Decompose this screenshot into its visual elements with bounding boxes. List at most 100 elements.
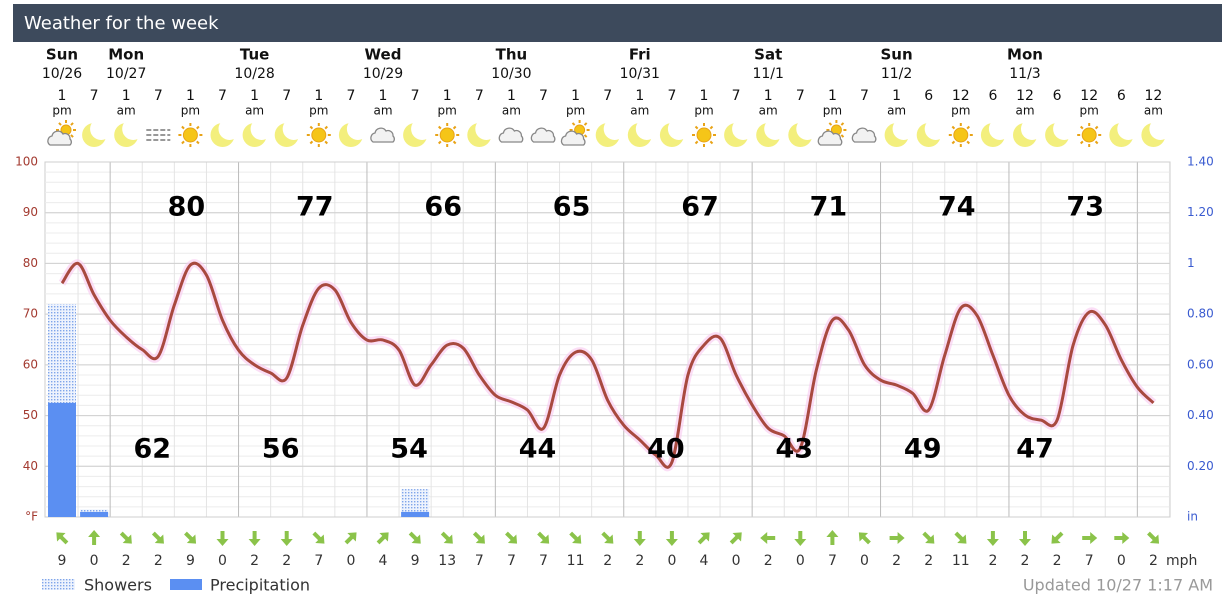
weather-icon — [178, 123, 203, 147]
sun-disc — [182, 127, 198, 143]
low-label: 54 — [390, 434, 428, 465]
moon-shadow — [988, 118, 1011, 140]
wind-arrow — [248, 531, 261, 546]
hour-label: 7 — [218, 88, 227, 104]
hour-label: 7 — [346, 88, 355, 104]
moon-shadow — [1149, 118, 1172, 140]
y-tick-label: 70 — [23, 307, 38, 321]
moon-shadow — [1021, 118, 1043, 140]
period-label: pm — [951, 104, 970, 118]
legend-swatch — [42, 579, 75, 590]
weather-icon — [498, 127, 524, 143]
hour-label: 1 — [635, 88, 644, 104]
hour-label: 1 — [443, 88, 452, 104]
weather-icon — [851, 127, 877, 143]
sun-disc — [439, 127, 455, 143]
wind-speed: 7 — [539, 553, 548, 569]
day-name: Sun — [881, 46, 913, 64]
period-label: am — [630, 104, 649, 118]
moon-shadow — [475, 118, 498, 140]
wind-arrow — [505, 531, 518, 544]
low-label: 44 — [519, 434, 557, 465]
weather-icon — [114, 118, 145, 147]
weather-icon — [817, 120, 847, 146]
moon-shadow — [796, 118, 819, 140]
y2-tick-label: 1 — [1187, 256, 1195, 270]
weather-icon — [1141, 118, 1172, 147]
day-name: Mon — [108, 46, 144, 64]
cloud-shape — [498, 127, 524, 143]
hour-label: 7 — [667, 88, 676, 104]
wind-speed: 7 — [507, 553, 516, 569]
wind-arrow — [665, 531, 678, 546]
wind-arrow — [760, 532, 776, 544]
period-label: pm — [181, 104, 200, 118]
cloud-shape — [370, 127, 395, 143]
weather-icon — [560, 120, 590, 146]
temperature-line — [60, 261, 1155, 469]
day-name: Fri — [629, 46, 651, 64]
moon-shadow — [603, 118, 626, 140]
wind-speed: 4 — [700, 553, 709, 569]
sun-ray — [196, 125, 200, 130]
moon-shadow — [764, 118, 787, 140]
y2-tick-label: 0.60 — [1187, 357, 1214, 371]
wind-speed: 11 — [567, 553, 585, 569]
wind-arrow — [794, 531, 807, 546]
sun-ray — [70, 122, 74, 126]
header-title: Weather for the week — [24, 13, 219, 34]
sun-ray — [181, 140, 185, 145]
weather-icon — [435, 123, 460, 147]
weather-icon — [1109, 118, 1140, 147]
wind-speed: 2 — [635, 553, 644, 569]
sun-ray — [583, 134, 588, 138]
hour-label: 7 — [796, 88, 805, 104]
y-tick-label: 80 — [23, 256, 38, 270]
high-label: 77 — [296, 192, 334, 223]
low-label: 49 — [904, 434, 942, 465]
wind-arrow — [376, 532, 389, 545]
day-name: Mon — [1007, 46, 1043, 64]
wind-speed: 7 — [828, 553, 837, 569]
period-label: pm — [52, 104, 71, 118]
wind-unit: mph — [1166, 553, 1197, 569]
y-tick-label: 40 — [23, 459, 38, 473]
wind-speed: 2 — [250, 553, 259, 569]
low-label: 43 — [776, 434, 814, 465]
weather-icon — [788, 118, 819, 147]
weather-icon — [884, 118, 915, 147]
hour-label: 12 — [1144, 88, 1162, 104]
moon-shadow — [346, 118, 369, 140]
day-date: 10/26 — [42, 66, 82, 82]
hour-label: 1 — [892, 88, 901, 104]
high-label: 66 — [424, 192, 462, 223]
sun-ray — [1094, 125, 1099, 130]
wind-speed: 9 — [411, 553, 420, 569]
day-date: 10/28 — [234, 66, 274, 82]
wind-speed: 2 — [988, 553, 997, 569]
sun-ray — [438, 140, 442, 145]
wind-speed: 2 — [154, 553, 163, 569]
sun-disc — [311, 127, 327, 143]
legend-swatch — [170, 579, 202, 590]
sun-ray — [571, 122, 576, 126]
sun-ray — [694, 140, 699, 145]
legend-label: Precipitation — [210, 576, 310, 595]
period-label: am — [502, 104, 521, 118]
weather-icon — [274, 118, 305, 147]
weather-icon — [692, 123, 716, 147]
sun-ray — [438, 125, 442, 130]
sun-ray — [324, 125, 328, 130]
hour-label: 1 — [122, 88, 131, 104]
precip-bar — [48, 402, 76, 517]
moon-shadow — [250, 118, 273, 140]
wind-speed: 11 — [952, 553, 970, 569]
weather-icon — [467, 118, 498, 147]
cloud-shape — [530, 127, 556, 143]
period-label: am — [117, 104, 136, 118]
moon-shadow — [122, 118, 145, 140]
wind-arrow — [986, 531, 999, 546]
cloud-shape — [851, 127, 877, 143]
hour-label: 1 — [700, 88, 709, 104]
moon-shadow — [924, 118, 947, 140]
